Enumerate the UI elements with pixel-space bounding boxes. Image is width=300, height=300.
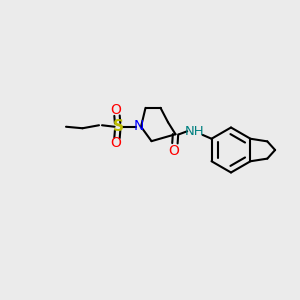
Text: O: O xyxy=(111,136,122,150)
Text: O: O xyxy=(111,103,122,117)
Text: NH: NH xyxy=(185,125,205,138)
Text: N: N xyxy=(134,119,144,134)
Text: S: S xyxy=(113,119,124,134)
Text: O: O xyxy=(169,144,179,158)
